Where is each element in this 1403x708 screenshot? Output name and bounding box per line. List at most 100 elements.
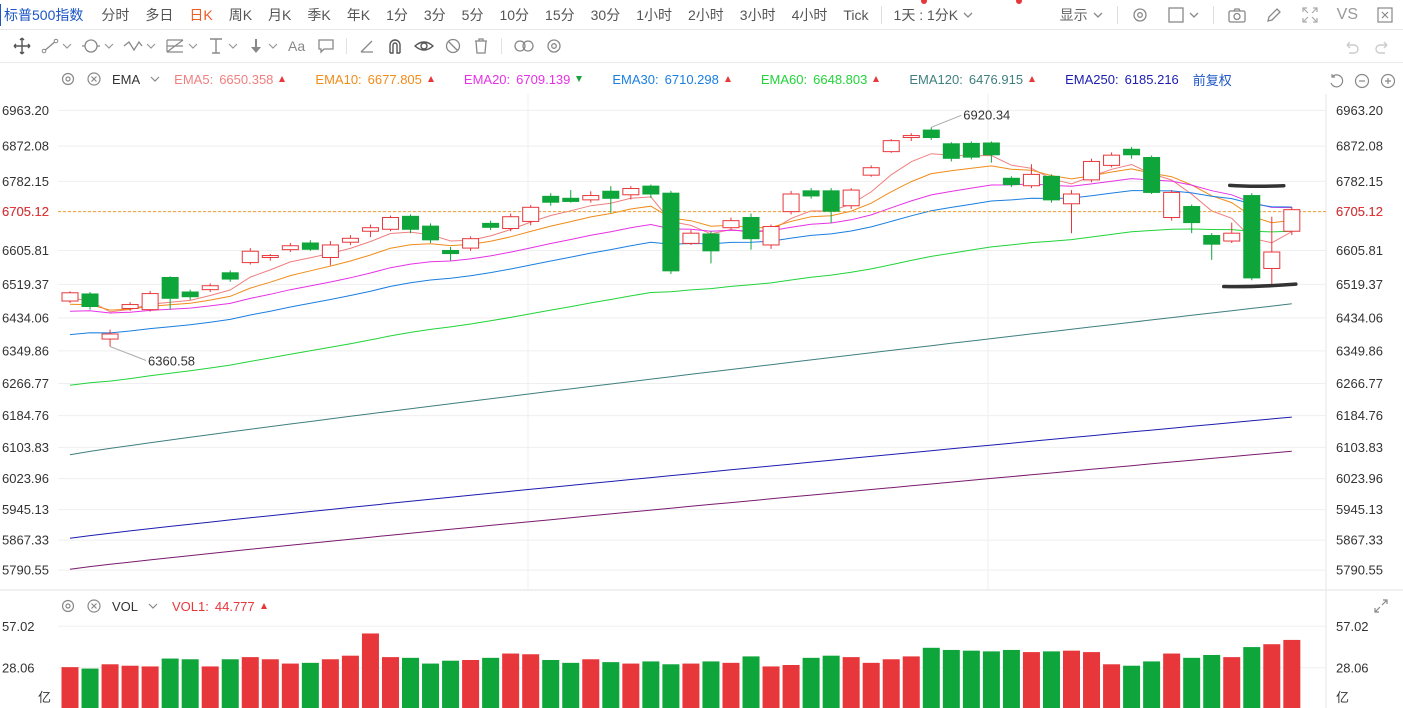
undo-icon[interactable]	[1341, 37, 1361, 57]
zoom-in-icon[interactable]	[1379, 72, 1397, 90]
angle-tool[interactable]	[353, 30, 381, 63]
candle-down	[822, 190, 840, 212]
indicator-name: EMA	[112, 71, 141, 87]
link-tool[interactable]	[508, 30, 540, 63]
display-menu[interactable]: 显示	[1051, 0, 1113, 30]
candle-down	[962, 142, 980, 158]
drawing-settings-tool[interactable]	[540, 30, 568, 63]
compare-button[interactable]: VS	[1328, 0, 1367, 30]
price-tick-right: 6434.06	[1336, 310, 1383, 325]
magnet-tool[interactable]	[381, 30, 409, 63]
text-tool[interactable]: Aa	[282, 30, 312, 63]
ema120-line	[69, 303, 1292, 456]
timeframe-tab[interactable]: 多日	[145, 6, 174, 23]
volume-indicator-name: VOL	[112, 598, 139, 614]
timeframe-tab[interactable]: 4小时	[791, 6, 828, 23]
fullscreen-button[interactable]	[1292, 0, 1328, 30]
close-circle-icon	[87, 599, 101, 613]
candle-down	[422, 225, 440, 241]
candlestick-chart[interactable]: 6963.20 6963.20 6872.08 6872.08 6782.15 6782.…	[0, 94, 1403, 708]
timeframe-tab[interactable]: 10分	[499, 6, 530, 23]
trendline-tool[interactable]	[36, 30, 76, 63]
volume-bar	[602, 662, 620, 708]
timeframe-bar: 标普500指数 分时 多日 日K 周K 月K 季K 年K 1分 3分 5分 10分 15分 30分 1小时…	[0, 0, 1403, 30]
ema-legend-item: EMA20: 6709.139	[464, 72, 583, 87]
ema-value: 6185.216	[1124, 71, 1179, 87]
comment-icon	[318, 39, 334, 54]
lock-drawings-tool[interactable]	[439, 30, 467, 63]
screenshot-button[interactable]	[1218, 0, 1256, 30]
volume-bar	[321, 659, 339, 708]
timeframe-tab[interactable]: 季K	[307, 6, 331, 23]
vol1-legend: VOL1: 44.777	[172, 599, 267, 614]
candle-up	[261, 255, 279, 259]
volume-bar	[1123, 665, 1141, 708]
candle-down	[562, 197, 580, 202]
candle-down	[301, 242, 319, 250]
ema20-line	[69, 178, 1292, 314]
zoom-out-icon[interactable]	[1353, 72, 1371, 90]
chevron-down-icon	[150, 76, 160, 82]
timeframe-tab[interactable]: 周K	[228, 6, 253, 23]
measure-tool[interactable]	[202, 30, 242, 63]
timeframe-tab[interactable]: 5分	[461, 6, 484, 23]
volume-indicator-dropdown[interactable]	[148, 599, 158, 614]
arrow-tool[interactable]	[242, 30, 282, 63]
shape-tool[interactable]	[76, 30, 118, 63]
timeframe-tab[interactable]: 月K	[268, 6, 292, 23]
ema-value: 6710.298	[664, 71, 719, 87]
volume-bar	[542, 659, 560, 708]
timeframe-tab[interactable]: 30分	[590, 6, 621, 23]
timeframe-tab[interactable]: 3分	[423, 6, 446, 23]
timeframe-tab[interactable]: 3小时	[739, 6, 776, 23]
redo-icon[interactable]	[1373, 37, 1393, 57]
candle-up	[341, 237, 359, 243]
wave-tool[interactable]	[118, 30, 160, 63]
timeframe-tab[interactable]: 1分	[386, 6, 408, 23]
settings-button[interactable]	[1122, 0, 1158, 30]
volume-settings-button[interactable]	[60, 598, 76, 614]
candle-down	[1203, 235, 1221, 245]
low-pointer	[109, 346, 147, 361]
timeframe-tab[interactable]: 1小时	[636, 6, 672, 23]
candle-up	[381, 217, 399, 230]
price-tick-left: 6605.81	[2, 243, 49, 258]
interval-selector[interactable]: 1天 : 1分K	[886, 0, 983, 30]
draw-button[interactable]	[1256, 0, 1292, 30]
timeframe-tab[interactable]: 年K	[346, 6, 371, 23]
symbol-name[interactable]: 标普500指数	[0, 0, 93, 30]
volume-close-button[interactable]	[86, 598, 102, 614]
timeframe-tab[interactable]: 15分	[545, 6, 575, 23]
indicator-settings-button[interactable]	[60, 71, 76, 87]
volume-expand-icon[interactable]	[1373, 598, 1389, 614]
timeframe-tab[interactable]: Tick	[843, 6, 869, 23]
price-adjust-toggle[interactable]: 前复权	[1192, 72, 1232, 88]
rotate-left-icon[interactable]	[1327, 72, 1345, 90]
ema10-line	[69, 165, 1292, 311]
candle-up	[141, 293, 159, 311]
gear-icon	[61, 72, 75, 86]
volume-bar	[101, 664, 119, 708]
volume-bar	[141, 666, 159, 708]
drawn-support-mark	[1221, 282, 1298, 289]
candle-up	[361, 227, 379, 232]
indicator-dropdown[interactable]	[150, 72, 160, 87]
price-tick-right: 6519.37	[1336, 277, 1383, 292]
indicator-close-button[interactable]	[86, 71, 102, 87]
timeframe-tab[interactable]: 2小时	[688, 6, 724, 23]
high-pointer	[931, 114, 962, 128]
candle-down	[81, 293, 99, 308]
delete-drawings-tool[interactable]	[467, 30, 495, 63]
fibonacci-tool[interactable]	[160, 30, 202, 63]
close-button[interactable]	[1367, 0, 1403, 30]
comment-tool[interactable]	[312, 30, 340, 63]
hide-drawings-tool[interactable]	[409, 30, 439, 63]
close-box-icon	[1377, 7, 1393, 23]
volume-bar	[201, 666, 219, 708]
timeframe-tab[interactable]: 日K	[189, 6, 213, 23]
price-tick-left: 6782.15	[2, 174, 49, 189]
layout-toggle-button[interactable]	[1158, 0, 1209, 30]
ema-value: 6648.803	[813, 71, 868, 87]
crosshair-tool[interactable]	[8, 30, 36, 63]
timeframe-tab[interactable]: 分时	[101, 6, 130, 23]
